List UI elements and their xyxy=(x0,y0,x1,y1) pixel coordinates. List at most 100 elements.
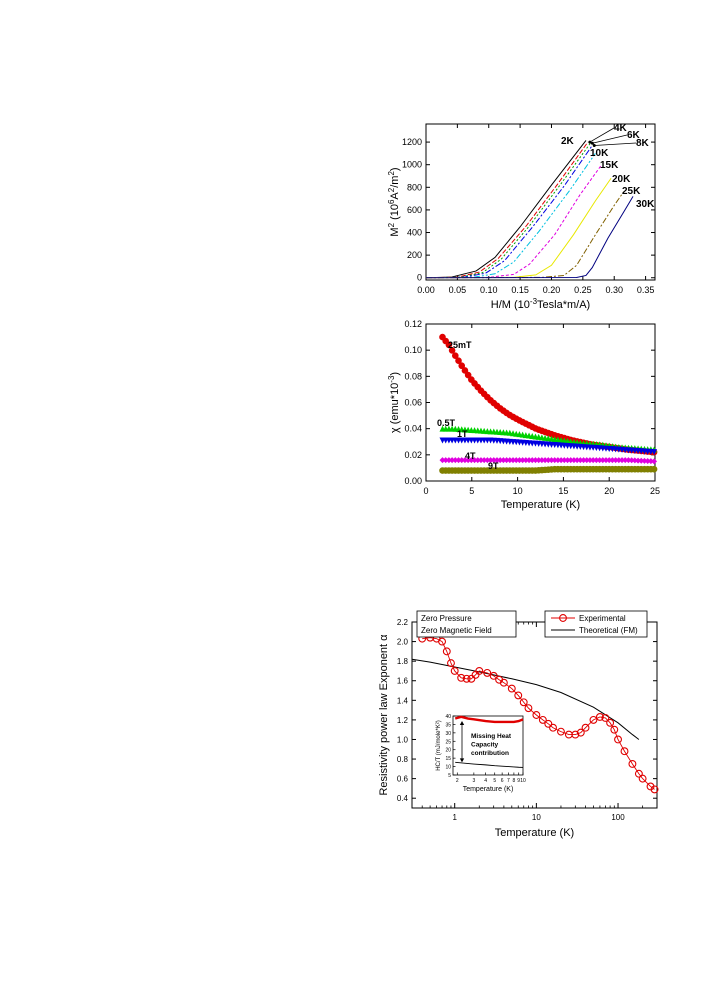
data-point xyxy=(452,457,459,464)
series-label: 4T xyxy=(465,451,476,461)
y-tick-label: 0.00 xyxy=(404,476,422,486)
data-point xyxy=(481,457,488,464)
experimental-point xyxy=(467,674,476,683)
x-axis-label: Temperature (K) xyxy=(495,827,574,839)
data-point xyxy=(622,457,629,464)
plot-frame xyxy=(411,621,658,809)
data-point xyxy=(474,457,481,464)
curve-label: 6K xyxy=(627,130,641,141)
experimental-point xyxy=(462,674,471,683)
y-tick-label: 1.6 xyxy=(397,677,409,686)
data-point xyxy=(580,457,587,464)
data-point xyxy=(461,457,468,464)
x-tick-label: 0.05 xyxy=(449,285,467,295)
inset-y-tick-label: 25 xyxy=(445,739,451,745)
y-tick-label: 1000 xyxy=(402,160,422,170)
data-point xyxy=(458,457,465,464)
label-leader xyxy=(592,134,628,144)
legend-label: Theoretical (FM) xyxy=(579,626,638,635)
y-tick-label: 0.06 xyxy=(404,398,422,408)
data-point xyxy=(570,457,577,464)
y-tick-label: 1.4 xyxy=(397,696,409,705)
data-point xyxy=(458,362,466,370)
data-point xyxy=(449,457,456,464)
series-label: 25mT xyxy=(448,340,472,350)
annotation-box xyxy=(416,610,517,638)
data-point xyxy=(619,457,626,464)
experimental-point xyxy=(524,704,533,713)
data-point xyxy=(452,352,459,359)
series-label: 1T xyxy=(457,429,468,439)
inset-experimental-line xyxy=(454,715,524,724)
inset-y-tick-label: 15 xyxy=(445,756,451,762)
data-point xyxy=(574,457,581,464)
data-point xyxy=(477,457,484,464)
series-label: 9T xyxy=(488,461,499,471)
x-tick-label: 1 xyxy=(452,813,457,822)
experimental-point xyxy=(450,666,459,675)
data-point xyxy=(510,457,517,464)
data-point xyxy=(461,367,469,374)
inset-y-tick-label: 30 xyxy=(445,731,451,737)
experimental-point xyxy=(457,673,466,682)
y-axis-label: χ (emu*10-3) xyxy=(387,372,402,433)
resistivity-exponent-chart: 1 10 100 0.4 0.6 0.8 1.0 1.2 1.4 1.6 1.8 2.0 2.2 Zero… xyxy=(378,610,659,839)
susceptibility-chart: 0 5 10 15 20 25 0.00 0.02 0.04 0.06 0.08 0.10 0.12 Te… xyxy=(387,319,661,511)
data-point xyxy=(596,457,603,464)
data-point xyxy=(651,458,658,465)
data-point xyxy=(487,457,494,464)
inset-theoretical-line xyxy=(455,761,524,768)
data-point xyxy=(548,457,555,464)
data-point xyxy=(641,457,648,464)
gap-arrowhead-up xyxy=(459,721,465,726)
x-tick-label: 10 xyxy=(532,813,541,822)
data-point xyxy=(465,457,472,464)
x-tick-label: 0.20 xyxy=(543,285,561,295)
experimental-point xyxy=(438,637,447,646)
x-axis-label: H/M (10-3Tesla*m/A) xyxy=(491,297,590,312)
data-point xyxy=(554,457,561,464)
legend-label: Experimental xyxy=(579,614,626,623)
data-point xyxy=(529,457,536,464)
data-point xyxy=(513,457,520,464)
y-tick-label: 0.08 xyxy=(404,371,422,381)
x-tick-label: 100 xyxy=(611,813,625,822)
experimental-point xyxy=(595,713,604,721)
legend-marker-experimental xyxy=(559,614,567,622)
data-point xyxy=(647,458,654,465)
data-point xyxy=(586,457,593,464)
data-point xyxy=(577,457,584,464)
x-tick-label: 0 xyxy=(423,486,428,496)
data-point xyxy=(484,457,491,464)
data-point xyxy=(471,457,478,464)
label-leader xyxy=(594,142,637,146)
inset-y-tick-label: 5 xyxy=(448,773,451,779)
experimental-point xyxy=(544,719,553,728)
data-point xyxy=(455,357,462,364)
annotation-text: Zero Pressure xyxy=(421,614,472,623)
data-point xyxy=(522,457,529,464)
inset-x-tick-label: 7 xyxy=(507,778,510,784)
data-point xyxy=(583,457,590,464)
data-point xyxy=(468,457,475,464)
experimental-point xyxy=(507,684,516,693)
inset-x-axis-label: Temperature (K) xyxy=(463,786,514,793)
inset-x-tick-label: 9 xyxy=(517,778,520,784)
series-line xyxy=(425,142,591,279)
experimental-point xyxy=(601,713,610,722)
x-tick-label: 0.30 xyxy=(605,285,623,295)
y-tick-label: 1.0 xyxy=(397,735,409,744)
series-line xyxy=(425,153,596,279)
data-point xyxy=(497,457,504,464)
data-point xyxy=(650,465,658,473)
y-axis-label: M2 (106A2/m2) xyxy=(387,167,402,236)
y-tick-label: 1.2 xyxy=(397,716,409,725)
x-tick-label: 0.25 xyxy=(574,285,592,295)
experimental-point xyxy=(620,747,629,756)
x-tick-label: 25 xyxy=(650,486,660,496)
data-point xyxy=(538,457,545,464)
x-tick-label: 10 xyxy=(513,486,523,496)
inset-y-tick-label: 35 xyxy=(445,722,451,728)
experimental-point xyxy=(571,730,580,739)
